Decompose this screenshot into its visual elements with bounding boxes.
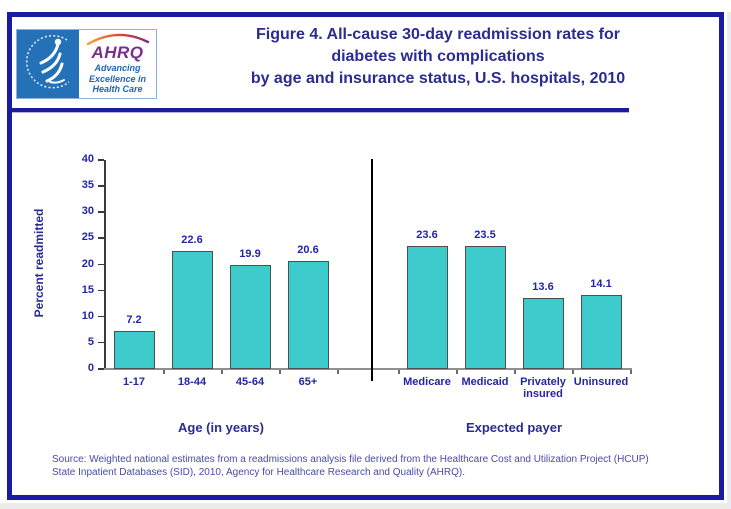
category-label: 1-17: [122, 376, 146, 388]
source-line-1: Source: Weighted national estimates from…: [52, 454, 649, 465]
bar-18-44: [171, 250, 213, 369]
y-tick-label: 25: [81, 231, 94, 244]
source-note: Source: Weighted national estimates from…: [52, 453, 712, 479]
category-label: 18-44: [177, 376, 207, 388]
ahrq-logo: AHRQ Advancing Excellence in Health Care: [16, 29, 157, 99]
y-tick-mark: [98, 289, 104, 292]
bar-medicare: [406, 245, 448, 369]
category-label: Uninsured: [573, 376, 629, 388]
title-line-3: by age and insurance status, U.S. hospit…: [250, 70, 626, 87]
ahrq-arc-icon: [86, 34, 149, 46]
x-axis-line: [104, 368, 632, 370]
y-tick-mark: [98, 368, 104, 370]
page-margin-bottom: [0, 503, 731, 509]
category-label: 65+: [298, 376, 318, 388]
ahrq-tagline: Advancing Excellence in Health Care: [89, 63, 146, 95]
x-tick-mark: [398, 370, 400, 374]
hhs-text-ring-icon: [25, 35, 70, 89]
x-tick-mark: [514, 370, 516, 374]
bar-privately-insured: [522, 297, 564, 369]
y-tick-label: 30: [81, 205, 94, 218]
x-tick-mark: [572, 370, 574, 374]
y-tick-mark: [98, 185, 104, 187]
hhs-logo-icon: [17, 30, 79, 98]
y-axis-title: Percent readmitted: [32, 208, 46, 318]
header-divider: [12, 108, 629, 112]
x-tick-mark: [456, 370, 458, 374]
y-tick-mark: [98, 211, 104, 213]
y-tick-label: 40: [81, 153, 94, 165]
x-tick-mark: [279, 370, 281, 374]
ahrq-acronym: AHRQ: [91, 43, 144, 63]
category-label: 45-64: [235, 376, 265, 388]
bar-uninsured: [580, 295, 622, 369]
bar-medicaid: [464, 246, 506, 369]
group-label: Expected payer: [465, 420, 563, 435]
figure-title: Figure 4. All-cause 30-day readmission r…: [163, 24, 713, 90]
bar-1-17: [113, 331, 155, 369]
page-margin-right: [727, 12, 731, 503]
category-label: Medicare: [403, 376, 451, 388]
value-label: 13.6: [532, 280, 554, 293]
y-tick-mark: [98, 263, 104, 265]
y-tick-mark: [98, 315, 104, 318]
value-label: 23.5: [474, 229, 496, 242]
x-tick-mark: [337, 370, 339, 374]
bar-65-: [287, 261, 329, 369]
group-label: Age (in years): [178, 420, 264, 435]
y-tick-mark: [98, 159, 104, 161]
value-label: 19.9: [239, 248, 261, 261]
source-line-2: State Inpatient Databases (SID), 2010, A…: [52, 467, 465, 478]
category-label: Medicaid: [461, 376, 509, 388]
hhs-eagle-icon: [39, 42, 65, 84]
y-tick-label: 20: [81, 257, 94, 270]
y-tick-label: 5: [87, 335, 94, 348]
value-label: 22.6: [181, 233, 203, 246]
value-label: 23.6: [416, 228, 438, 241]
x-tick-mark: [630, 370, 632, 374]
y-axis-line: [104, 160, 106, 369]
y-tick-label: 35: [81, 179, 94, 192]
eagle-head-icon: [54, 38, 62, 46]
y-tick-label: 15: [81, 283, 94, 296]
value-label: 14.1: [590, 278, 612, 291]
ahrq-wordmark: AHRQ Advancing Excellence in Health Care: [79, 30, 156, 98]
x-tick-mark: [221, 370, 223, 374]
y-tick-label: 0: [87, 362, 94, 374]
value-label: 7.2: [126, 314, 142, 327]
title-line-2: diabetes with complications: [331, 48, 545, 65]
y-tick-mark: [98, 237, 104, 239]
tagline-line: Advancing: [94, 63, 141, 74]
bar-45-64: [229, 265, 271, 369]
y-tick-mark: [98, 341, 104, 344]
category-label: Privately insured: [520, 376, 566, 400]
y-tick-label: 10: [81, 309, 94, 322]
x-tick-mark: [163, 370, 165, 374]
tagline-line: Excellence in: [88, 73, 147, 84]
tagline-line: Health Care: [92, 84, 143, 95]
header-divider-shadow: [12, 112, 629, 113]
title-line-1: Figure 4. All-cause 30-day readmission r…: [256, 26, 620, 43]
value-label: 20.6: [297, 244, 319, 257]
group-divider-line: [371, 159, 373, 381]
